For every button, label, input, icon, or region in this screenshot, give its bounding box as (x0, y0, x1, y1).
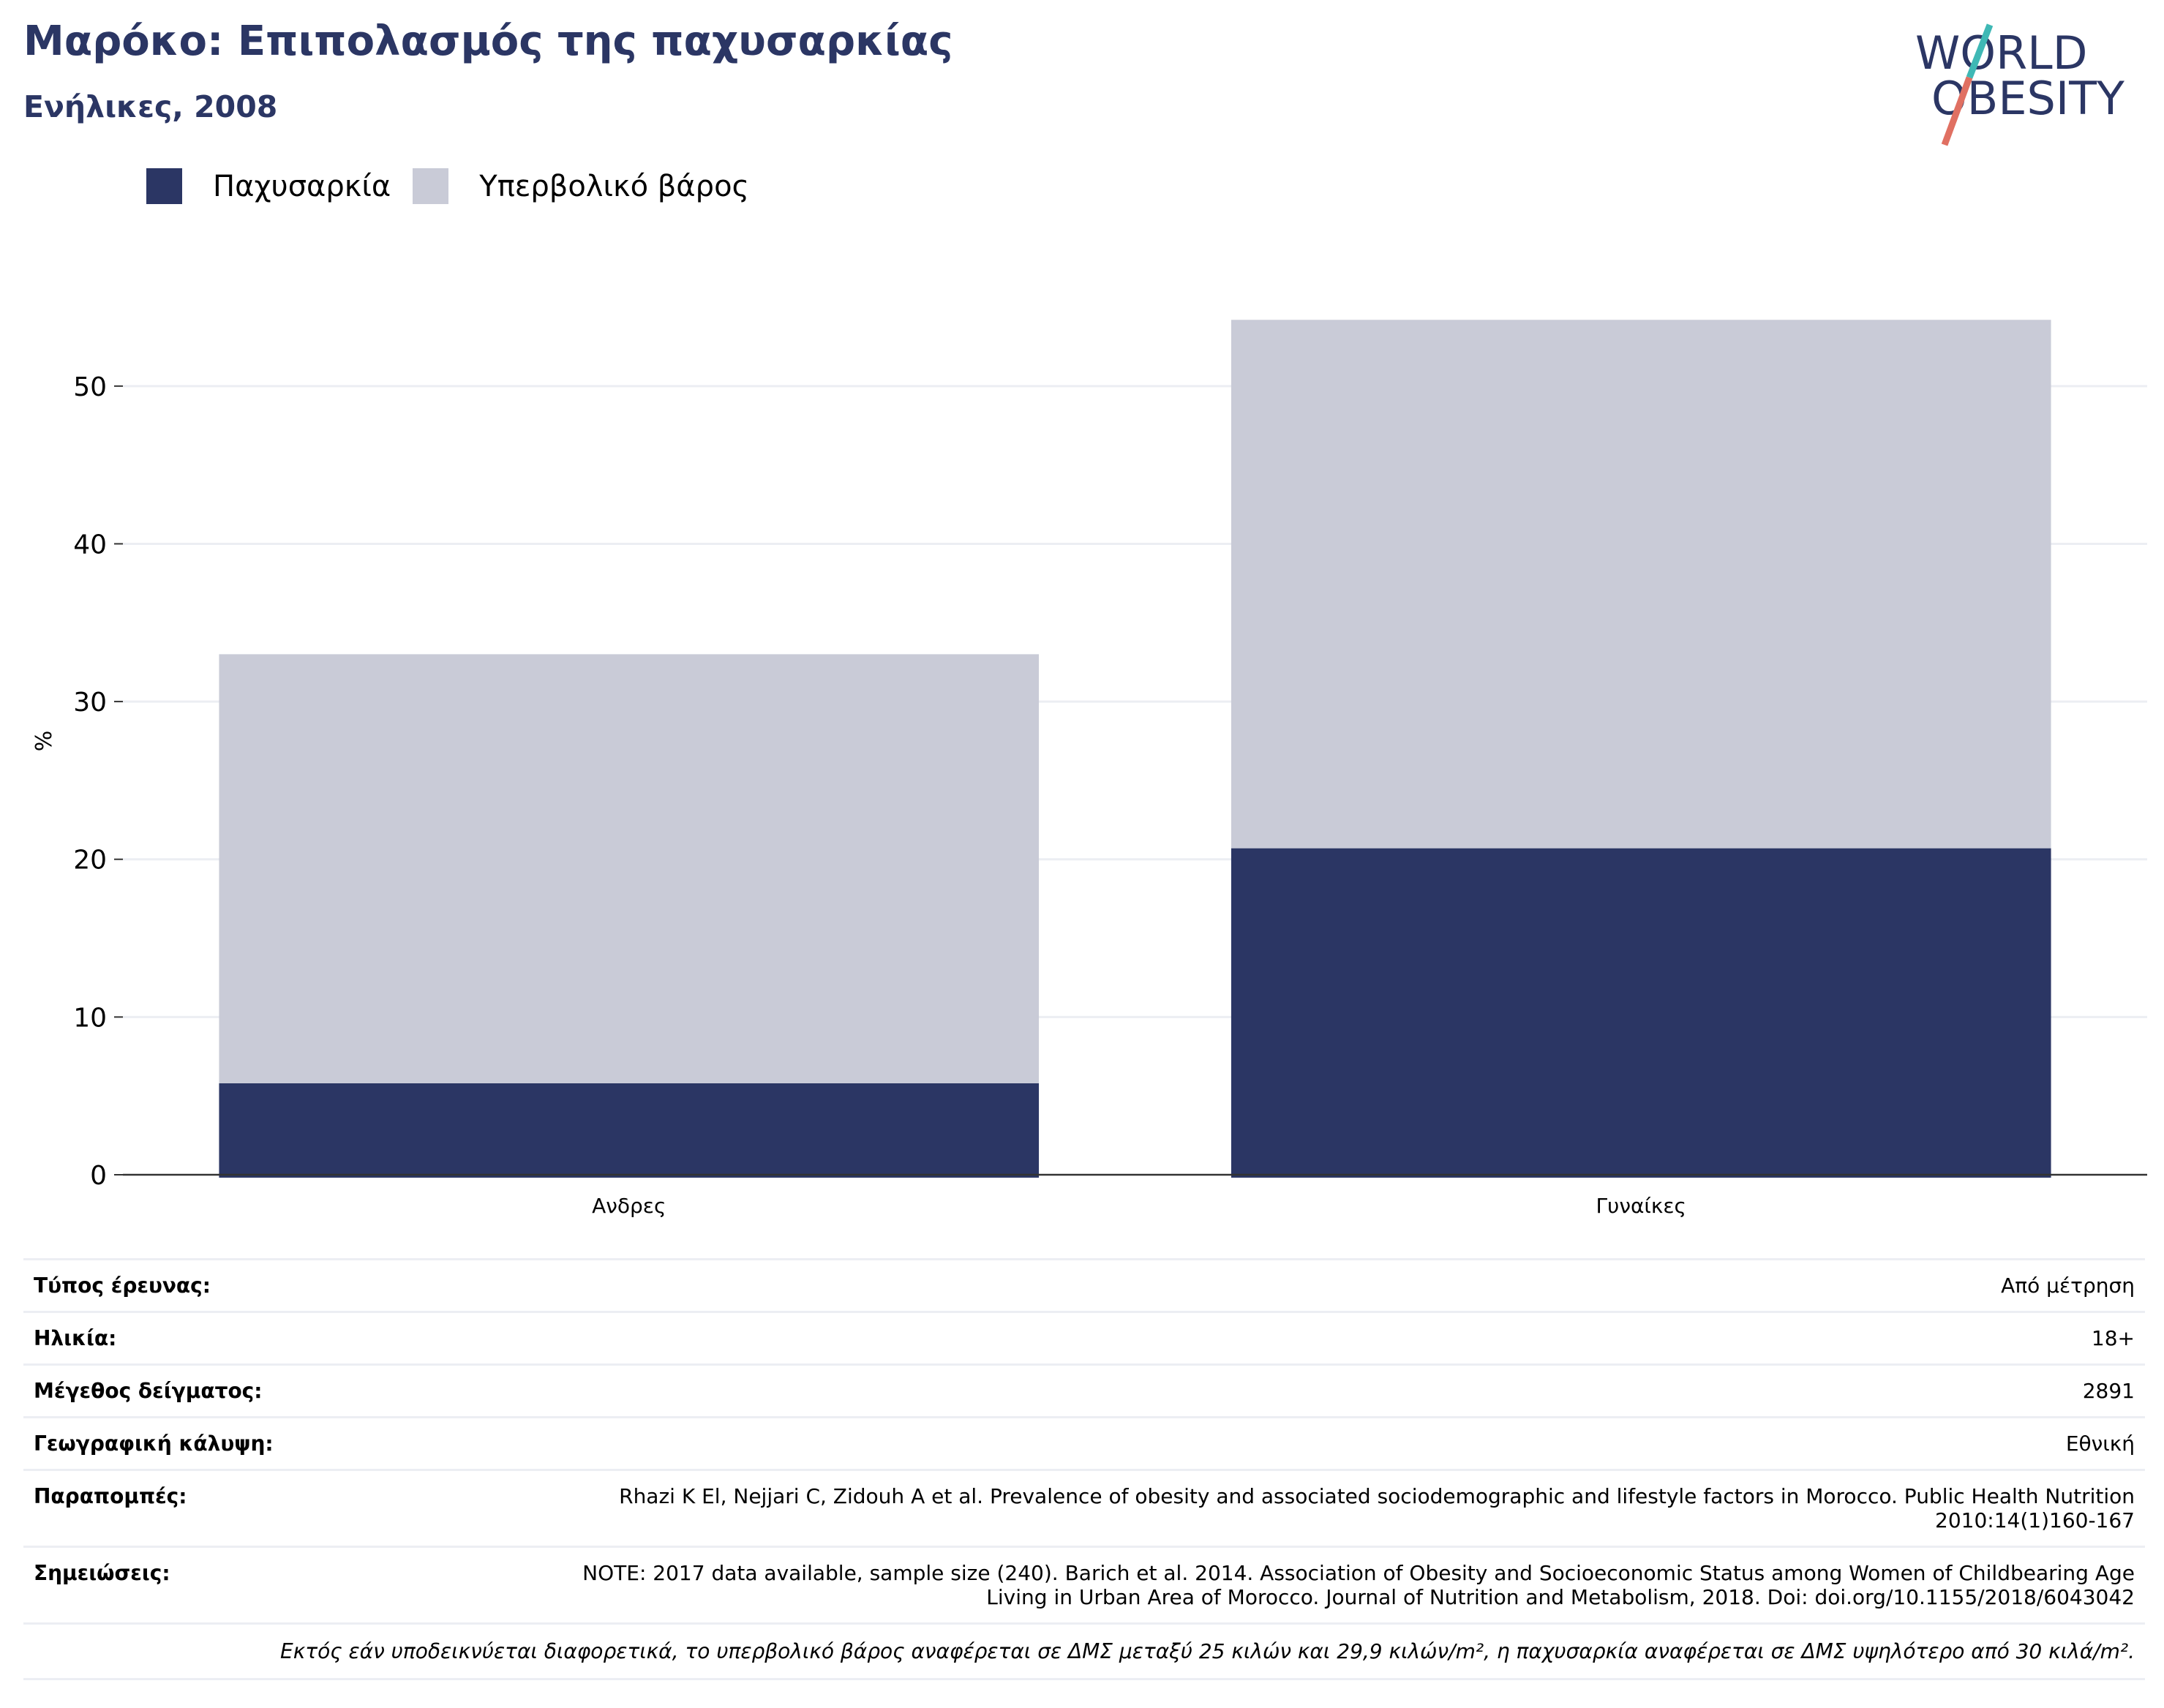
y-tick-label: 0 (90, 1161, 107, 1191)
bar-overweight (1231, 320, 2051, 849)
info-value: NOTE: 2017 data available, sample size (… (582, 1561, 2135, 1609)
x-tick-label: Γυναίκες (1596, 1194, 1686, 1218)
info-key: Σημειώσεις: (34, 1561, 170, 1585)
legend-label-obesity: Παχυσαρκία (213, 169, 391, 203)
y-axis-label: % (31, 731, 57, 752)
logo-slash-coral (1941, 76, 1973, 146)
info-key: Ηλικία: (34, 1326, 117, 1350)
info-row-sample-size: Μέγεθος δείγματος: 2891 (23, 1363, 2145, 1416)
y-tick-label: 30 (73, 688, 107, 718)
logo-slash-teal (1966, 23, 1994, 79)
stacked-bar-chart: 0 10 20 30 40 50% Ανδρες Γυναίκες (31, 320, 2147, 1218)
info-value: Από μέτρηση (2001, 1274, 2135, 1298)
bar-obesity (1231, 848, 2051, 1178)
info-value: 18+ (2091, 1326, 2135, 1350)
logo-world-text: WORLD (1915, 26, 2087, 80)
info-row-references: Παραπομπές: Rhazi K El, Nejjari C, Zidou… (23, 1469, 2145, 1546)
info-footnote: Εκτός εάν υποδεικνύεται διαφορετικά, το … (23, 1622, 2145, 1680)
info-value: Rhazi K El, Nejjari C, Zidouh A et al. P… (619, 1484, 2135, 1532)
legend-item-obesity: Παχυσαρκία (146, 168, 391, 204)
legend-swatch-obesity (146, 168, 182, 204)
info-row-notes: Σημειώσεις: NOTE: 2017 data available, s… (23, 1546, 2145, 1622)
chart-subtitle: Ενήλικες, 2008 (23, 89, 278, 124)
x-tick-label: Ανδρες (592, 1194, 666, 1218)
legend-item-overweight: Υπερβολικό βάρος (413, 168, 749, 204)
y-tick-label: 20 (73, 846, 107, 876)
legend: Παχυσαρκία Υπερβολικό βάρος (146, 168, 771, 204)
info-table: Τύπος έρευνας: Από μέτρηση Ηλικία: 18+ Μ… (23, 1258, 2145, 1680)
info-value: 2891 (2082, 1379, 2135, 1403)
chart-title: Μαρόκο: Επιπολασμός της παχυσαρκίας (23, 18, 953, 65)
legend-label-overweight: Υπερβολικό βάρος (479, 169, 750, 203)
info-row-age: Ηλικία: 18+ (23, 1311, 2145, 1363)
info-key: Τύπος έρευνας: (34, 1274, 211, 1298)
info-row-survey-type: Τύπος έρευνας: Από μέτρηση (23, 1258, 2145, 1311)
bar-obesity (219, 1083, 1040, 1178)
info-row-coverage: Γεωγραφική κάλυψη: Εθνική (23, 1416, 2145, 1469)
info-key: Παραπομπές: (34, 1484, 187, 1508)
y-tick-label: 40 (73, 530, 107, 560)
bar-overweight (219, 654, 1040, 1083)
world-obesity-logo: WORLD OBESITY (1915, 23, 2124, 146)
info-key: Μέγεθος δείγματος: (34, 1379, 263, 1403)
info-key: Γεωγραφική κάλυψη: (34, 1432, 274, 1456)
legend-swatch-overweight (413, 168, 449, 204)
y-tick-label: 10 (73, 1003, 107, 1033)
y-tick-label: 50 (73, 372, 107, 402)
info-value: Εθνική (2065, 1432, 2135, 1456)
